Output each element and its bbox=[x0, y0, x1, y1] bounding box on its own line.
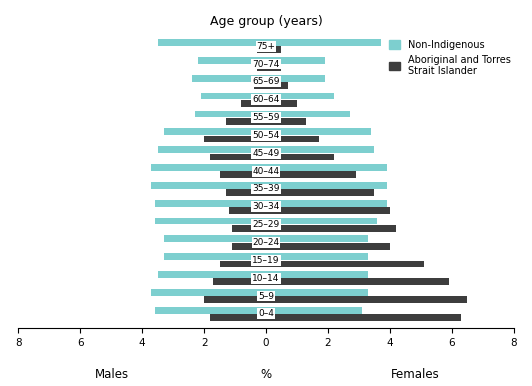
Bar bbox=[266, 39, 380, 46]
Bar bbox=[266, 200, 387, 207]
Bar bbox=[164, 129, 266, 135]
Bar bbox=[220, 261, 266, 267]
Bar bbox=[266, 235, 368, 242]
Text: Males: Males bbox=[95, 368, 129, 381]
Bar bbox=[257, 46, 266, 53]
Bar bbox=[201, 93, 266, 100]
Bar bbox=[232, 225, 266, 232]
Bar bbox=[241, 100, 266, 107]
Bar bbox=[152, 164, 266, 171]
Bar bbox=[266, 289, 368, 296]
Bar bbox=[266, 164, 387, 171]
Bar bbox=[266, 46, 281, 53]
Bar bbox=[266, 100, 297, 107]
Text: 30–34: 30–34 bbox=[252, 202, 280, 211]
Bar bbox=[157, 271, 266, 278]
Bar bbox=[266, 253, 368, 260]
Bar bbox=[220, 171, 266, 178]
Bar bbox=[266, 218, 378, 224]
Text: 15–19: 15–19 bbox=[252, 256, 280, 265]
Bar bbox=[154, 218, 266, 224]
Text: 0–4: 0–4 bbox=[258, 309, 274, 318]
Bar bbox=[266, 225, 396, 232]
Bar bbox=[226, 189, 266, 196]
Bar bbox=[198, 57, 266, 64]
Text: 60–64: 60–64 bbox=[252, 95, 280, 104]
Bar bbox=[232, 243, 266, 249]
Text: Females: Females bbox=[390, 368, 439, 381]
Bar bbox=[154, 307, 266, 313]
Bar bbox=[254, 82, 266, 89]
Title: Age group (years): Age group (years) bbox=[210, 15, 322, 28]
Bar bbox=[266, 110, 350, 117]
Text: 5–9: 5–9 bbox=[258, 291, 274, 301]
Bar bbox=[152, 289, 266, 296]
Bar bbox=[226, 118, 266, 125]
Bar bbox=[192, 75, 266, 81]
Bar bbox=[266, 207, 390, 214]
Bar bbox=[204, 136, 266, 142]
Bar bbox=[229, 207, 266, 214]
Bar bbox=[266, 146, 375, 153]
Bar bbox=[266, 261, 424, 267]
Bar bbox=[266, 136, 319, 142]
Legend: Non-Indigenous, Aboriginal and Torres
Strait Islander: Non-Indigenous, Aboriginal and Torres St… bbox=[386, 37, 514, 79]
Bar bbox=[164, 235, 266, 242]
Bar bbox=[266, 243, 390, 249]
Bar bbox=[164, 253, 266, 260]
Bar bbox=[266, 182, 387, 189]
Bar bbox=[154, 200, 266, 207]
Bar bbox=[152, 182, 266, 189]
Text: %: % bbox=[261, 368, 271, 381]
Bar bbox=[257, 64, 266, 71]
Text: 75+: 75+ bbox=[256, 42, 276, 51]
Bar bbox=[210, 314, 266, 321]
Bar bbox=[213, 278, 266, 285]
Bar bbox=[157, 146, 266, 153]
Text: 40–44: 40–44 bbox=[253, 167, 279, 176]
Bar bbox=[266, 154, 334, 160]
Bar bbox=[266, 75, 325, 81]
Text: 20–24: 20–24 bbox=[253, 238, 279, 247]
Bar bbox=[266, 82, 288, 89]
Bar bbox=[157, 39, 266, 46]
Bar bbox=[204, 296, 266, 303]
Bar bbox=[266, 307, 362, 313]
Bar bbox=[266, 271, 368, 278]
Bar bbox=[266, 64, 281, 71]
Bar bbox=[210, 154, 266, 160]
Bar bbox=[195, 110, 266, 117]
Text: 50–54: 50–54 bbox=[252, 131, 280, 140]
Bar bbox=[266, 278, 448, 285]
Bar bbox=[266, 57, 325, 64]
Text: 45–49: 45–49 bbox=[252, 149, 280, 158]
Text: 55–59: 55–59 bbox=[252, 113, 280, 122]
Text: 10–14: 10–14 bbox=[252, 274, 280, 283]
Text: 70–74: 70–74 bbox=[252, 59, 280, 69]
Bar bbox=[266, 129, 371, 135]
Bar bbox=[266, 118, 306, 125]
Bar bbox=[266, 171, 356, 178]
Text: 35–39: 35–39 bbox=[252, 185, 280, 193]
Text: 25–29: 25–29 bbox=[252, 220, 280, 229]
Text: 65–69: 65–69 bbox=[252, 78, 280, 86]
Bar bbox=[266, 296, 467, 303]
Bar bbox=[266, 189, 375, 196]
Bar bbox=[266, 314, 461, 321]
Bar bbox=[266, 93, 334, 100]
